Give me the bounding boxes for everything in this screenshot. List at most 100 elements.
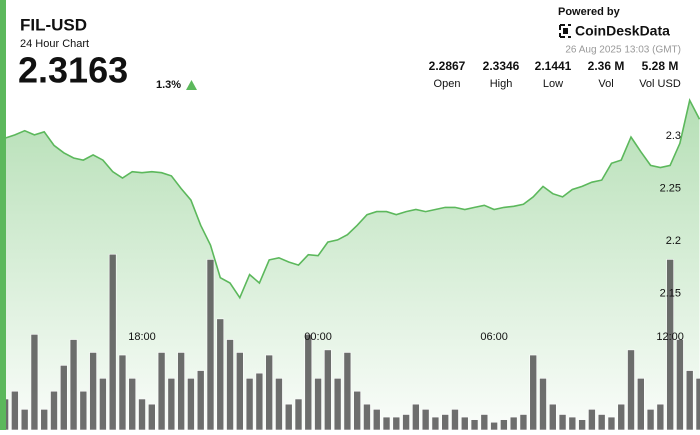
plot: 2.15 2.2 2.25 2.3 18:00 00:00 06:00 12:00	[1, 97, 700, 431]
volume-bar	[275, 378, 283, 431]
y-tick-label: 2.2	[666, 235, 681, 247]
volume-bar	[548, 403, 557, 431]
volume-bar	[353, 390, 361, 431]
volume-bar	[167, 378, 176, 431]
volume-bar	[245, 378, 254, 431]
volume-bar	[685, 370, 694, 431]
volume-bar	[148, 403, 156, 431]
volume-bar	[421, 409, 430, 431]
y-tick-label: 2.25	[660, 182, 681, 194]
volume-bar	[294, 398, 303, 431]
brand: CoinDeskData	[575, 23, 670, 39]
volume-bar	[617, 403, 626, 431]
volume-bar	[597, 414, 606, 431]
volume-bar	[636, 378, 645, 431]
volume-bar	[392, 416, 401, 431]
volume-bar	[588, 409, 596, 431]
volume-bar	[265, 354, 273, 431]
volume-bar	[206, 259, 215, 431]
volume-bar	[451, 409, 459, 431]
stats: 2.2867 Open 2.3346 High 2.1441 Low 2.36 M Vol 5.…	[429, 59, 681, 90]
y-tick-label: 2.3	[666, 130, 681, 142]
volume-bar	[490, 421, 498, 431]
volume-bar	[284, 403, 293, 431]
timestamp: 26 Aug 2025 13:03 (GMT)	[565, 45, 681, 56]
stat-value: 2.1441	[535, 59, 572, 73]
x-tick-label: 18:00	[128, 331, 156, 343]
volume-bar	[255, 372, 264, 431]
volume-bar	[187, 378, 195, 431]
area	[5, 100, 700, 431]
x-tick-label: 06:00	[480, 331, 508, 343]
stat-value: 2.2867	[429, 59, 466, 73]
stat-label: Open	[434, 78, 461, 90]
volume-bar	[558, 414, 567, 431]
volume-bar	[695, 378, 700, 431]
x-tick-label: 00:00	[304, 331, 332, 343]
volume-bar	[40, 409, 49, 431]
volume-bar	[607, 416, 616, 431]
volume-bar	[372, 409, 381, 431]
volume-bar	[460, 416, 469, 431]
volume-bar	[69, 339, 78, 431]
volume-bar	[509, 416, 518, 431]
volume-bar	[138, 398, 146, 431]
volume-bar	[412, 403, 420, 431]
volume-bar	[627, 349, 635, 431]
volume-bar	[470, 419, 479, 431]
volume-bar	[324, 349, 332, 431]
volume-bar	[382, 416, 391, 431]
volume-bar	[363, 403, 371, 431]
stat-label: High	[490, 78, 513, 90]
x-tick-label: 12:00	[656, 331, 684, 343]
volume-bar	[50, 390, 58, 431]
volume-bar	[11, 390, 19, 431]
volume-bar	[578, 419, 586, 431]
volume-bar	[99, 378, 107, 431]
volume-bar	[177, 352, 185, 431]
volume-bar	[236, 352, 244, 431]
volume-bar	[529, 354, 538, 431]
volume-bar	[441, 414, 450, 431]
volume-bar	[157, 352, 166, 431]
change: 1.3%	[156, 79, 181, 91]
brand-icon	[559, 24, 571, 38]
volume-bar	[59, 365, 68, 431]
volume-bar	[539, 378, 547, 431]
volume-bar	[480, 414, 489, 431]
volume-bar	[656, 403, 665, 431]
volume-bar	[108, 253, 117, 431]
volume-bar	[646, 409, 655, 431]
volume-bar	[676, 339, 684, 431]
stat-label: Low	[543, 78, 563, 90]
stat-label: Vol	[598, 78, 613, 90]
volume-bar	[666, 259, 674, 431]
volume-bar	[304, 334, 313, 431]
stat-value: 2.3346	[483, 59, 520, 73]
volume-bar	[314, 378, 322, 431]
volume-bar	[20, 409, 29, 431]
stat-value: 5.28 M	[642, 59, 679, 73]
volume-bar	[343, 352, 352, 431]
volume-bar	[500, 419, 508, 431]
volume-bar	[89, 352, 97, 431]
volume-bar	[79, 390, 88, 431]
stat-value: 2.36 M	[588, 59, 625, 73]
y-tick-label: 2.15	[660, 287, 681, 299]
price: 2.3163	[18, 50, 128, 91]
volume-bar	[118, 354, 127, 431]
volume-bar	[568, 416, 577, 431]
stat-label: Vol USD	[639, 78, 681, 90]
volume-bar	[519, 414, 528, 431]
volume-bar	[431, 416, 440, 431]
volume-bar	[128, 378, 137, 431]
volume-bar	[226, 339, 234, 431]
volume-bar	[30, 334, 39, 431]
up-arrow	[186, 80, 197, 90]
symbol: FIL-USD	[20, 15, 87, 34]
price-line	[4, 97, 700, 300]
volume-bar	[216, 318, 225, 431]
subtitle: 24 Hour Chart	[20, 38, 89, 50]
